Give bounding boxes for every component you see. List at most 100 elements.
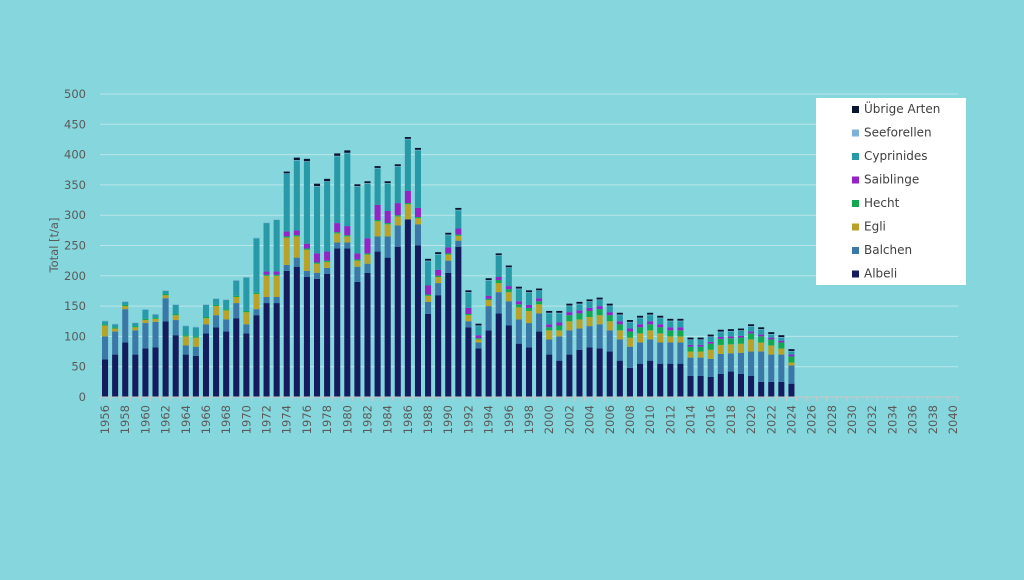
x-tick-label: 1974 [280, 405, 294, 434]
bar-segment [596, 297, 603, 300]
bar-segment [414, 150, 421, 208]
bar-segment [616, 360, 623, 397]
bar-segment [233, 295, 240, 298]
bar-segment [374, 166, 381, 168]
bar-segment [283, 231, 290, 237]
bar-segment [223, 309, 230, 311]
bar-segment [344, 150, 351, 153]
bar-segment [637, 318, 644, 325]
bar-segment [435, 295, 442, 397]
bar-segment [667, 321, 674, 328]
bar-segment [687, 339, 694, 341]
bar-segment [414, 245, 421, 397]
bar-segment [495, 255, 502, 256]
bar-segment [626, 320, 633, 322]
x-tick-label: 2014 [684, 405, 698, 434]
bar-segment [334, 248, 341, 397]
bar-segment [626, 346, 633, 368]
bar-segment [495, 313, 502, 397]
bar-segment [657, 317, 664, 319]
bar-segment [283, 171, 290, 174]
bar-segment [647, 315, 654, 322]
bar-segment [152, 317, 159, 319]
legend-swatch [852, 176, 859, 184]
bar-segment [182, 325, 189, 327]
bar-segment [616, 315, 623, 322]
bar-segment [182, 354, 189, 397]
bar-segment [667, 363, 674, 397]
bar-segment [435, 275, 442, 278]
bar-segment [374, 204, 381, 221]
bar-segment [546, 313, 553, 325]
bar-segment [445, 253, 452, 255]
bar-segment [737, 330, 745, 331]
bar-segment [142, 318, 149, 321]
bar-segment [394, 225, 401, 247]
bar-segment [334, 242, 341, 249]
x-tick-label: 2026 [805, 405, 819, 434]
bar-segment [253, 237, 260, 239]
bar-segment [637, 327, 644, 334]
bar-segment [475, 339, 482, 343]
bar-segment [122, 301, 129, 302]
bar-segment [404, 139, 411, 191]
bar-segment [374, 167, 381, 169]
bar-segment [748, 331, 755, 334]
bar-segment [394, 164, 401, 167]
bar-segment [364, 254, 371, 264]
bar-segment [465, 307, 472, 314]
bars [102, 137, 795, 397]
bar-segment [435, 253, 442, 255]
bar-segment [273, 274, 280, 276]
bar-segment [707, 334, 714, 337]
bar-segment [657, 327, 664, 334]
bar-segment [293, 236, 300, 258]
bar-segment [455, 228, 462, 235]
bar-segment [546, 354, 553, 397]
bar-segment [737, 335, 745, 338]
bar-segment [616, 321, 623, 325]
x-tick-label: 2010 [643, 405, 657, 434]
bar-segment [505, 267, 512, 268]
bar-segment [546, 310, 553, 313]
bar-segment [788, 354, 795, 357]
bar-segment [788, 356, 795, 363]
bar-segment [253, 292, 260, 294]
bar-segment [495, 280, 502, 284]
bar-segment [152, 347, 159, 397]
bar-segment [202, 333, 210, 397]
bar-segment [657, 333, 664, 343]
bar-segment [687, 375, 694, 397]
bar-segment [727, 344, 734, 354]
bar-segment [233, 280, 240, 296]
bar-segment [303, 277, 310, 397]
bar-segment [697, 337, 704, 340]
bar-segment [182, 335, 189, 337]
bar-segment [768, 337, 775, 340]
bar-segment [546, 327, 553, 331]
bar-segment [536, 313, 543, 332]
bar-segment [213, 304, 220, 307]
bar-segment [425, 294, 432, 296]
bar-segment [425, 258, 432, 261]
bar-segment [213, 315, 220, 328]
x-tick-label: 2020 [744, 405, 758, 434]
bar-segment [697, 340, 704, 345]
bar-segment [758, 327, 765, 330]
bar-segment [677, 330, 684, 337]
bar-segment [677, 336, 684, 343]
y-tick-label: 50 [71, 360, 86, 374]
bar-segment [142, 348, 149, 397]
bar-segment [172, 313, 179, 316]
bar-segment [515, 307, 522, 320]
y-tick-label: 350 [64, 178, 86, 192]
bar-segment [677, 318, 684, 321]
bar-segment [263, 222, 270, 224]
bar-segment [202, 324, 210, 334]
bar-segment [546, 312, 553, 314]
bar-segment [515, 289, 522, 302]
bar-segment [616, 324, 623, 331]
bar-segment [404, 204, 411, 220]
